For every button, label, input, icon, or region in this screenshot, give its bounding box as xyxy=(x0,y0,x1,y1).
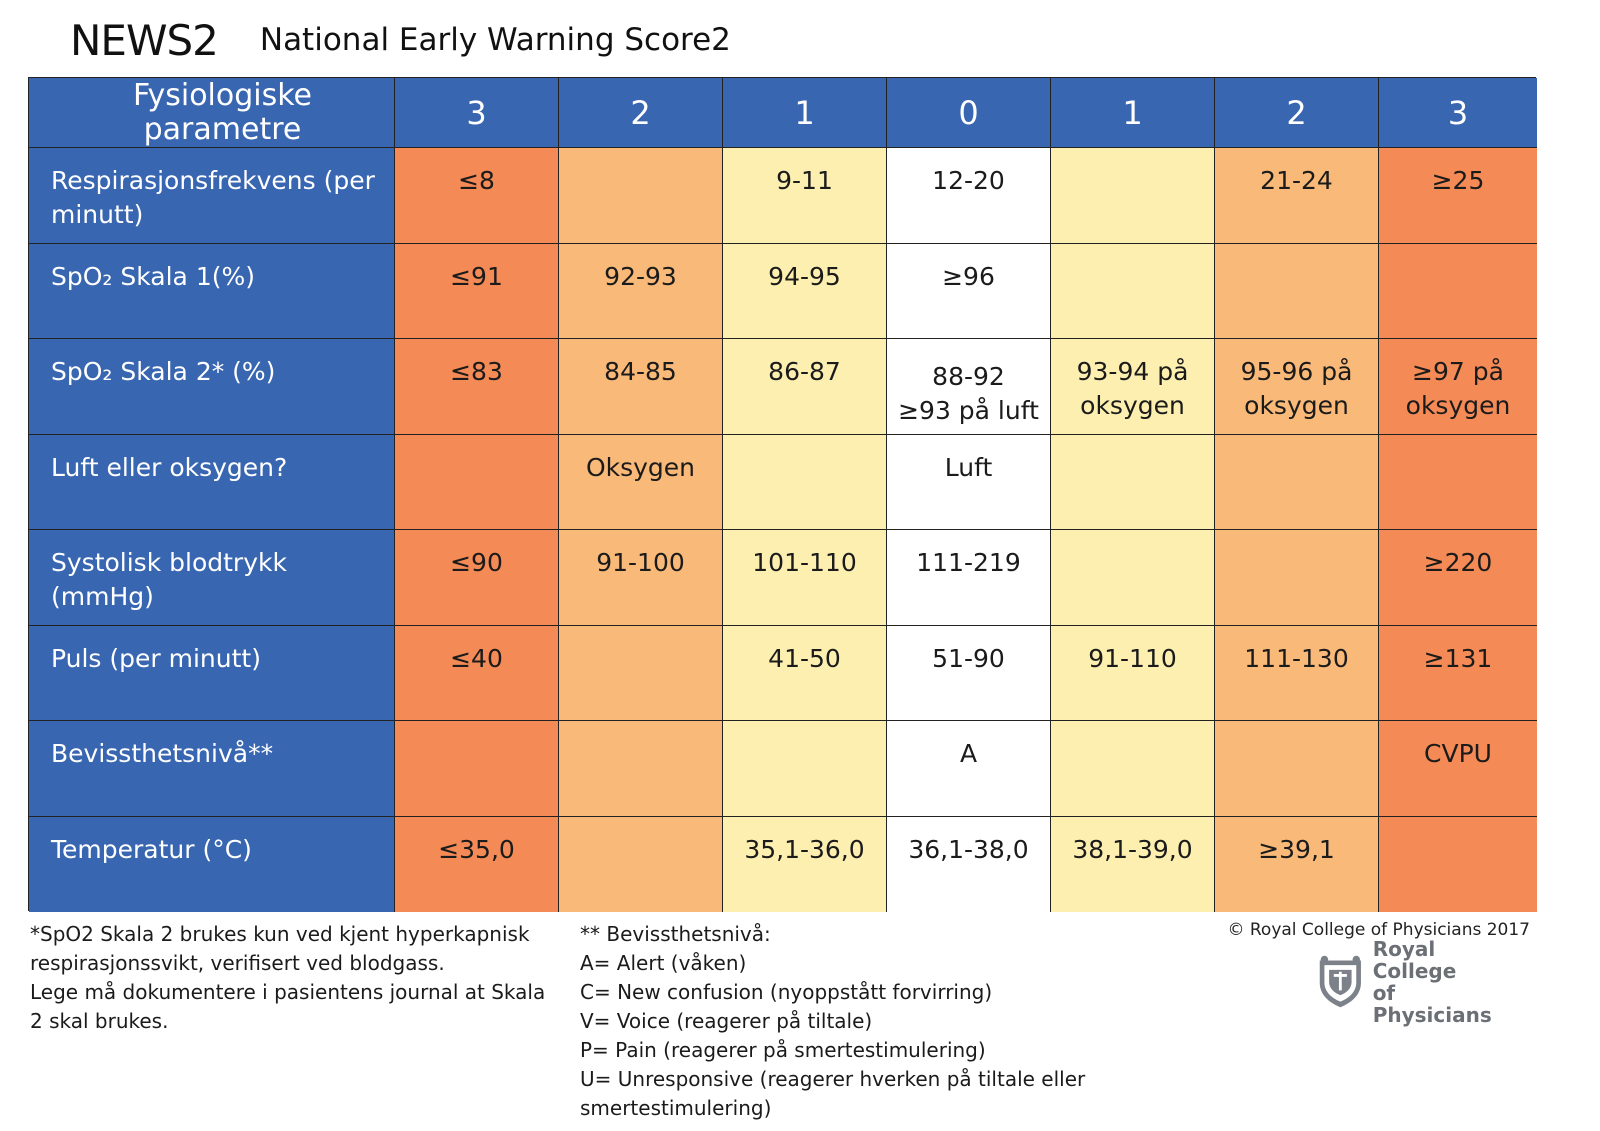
score-cell xyxy=(1215,243,1379,339)
score-cell xyxy=(723,434,887,530)
score-cell: ≥97 på oksygen xyxy=(1379,339,1537,435)
score-cell xyxy=(1379,816,1537,912)
score-cell: CVPU xyxy=(1379,721,1537,817)
parameter-label: Respirasjonsfrekvens (per minutt) xyxy=(29,148,395,244)
parameter-label: Puls (per minutt) xyxy=(29,625,395,721)
score-cell xyxy=(1215,530,1379,626)
score-cell xyxy=(559,816,723,912)
score-cell xyxy=(1051,530,1215,626)
score-cell: 92-93 xyxy=(559,243,723,339)
footnote-line: C= New confusion (nyoppstått forvirring) xyxy=(580,980,993,1004)
page-header: NEWS2 National Early Warning Score2 xyxy=(70,10,731,70)
footnote-line: P= Pain (reagerer på smertestimulering) xyxy=(580,1038,986,1062)
score-cell: 86-87 xyxy=(723,339,887,435)
score-cell: 94-95 xyxy=(723,243,887,339)
column-header-score: 3 xyxy=(395,78,559,148)
score-cell: ≤35,0 xyxy=(395,816,559,912)
score-cell: 111-130 xyxy=(1215,625,1379,721)
score-cell: 93-94 på oksygen xyxy=(1051,339,1215,435)
column-header-score: 2 xyxy=(559,78,723,148)
footnote-line: A= Alert (våken) xyxy=(580,951,747,975)
score-cell: 91-100 xyxy=(559,530,723,626)
score-cell: 12-20 xyxy=(887,148,1051,244)
column-header-score: 0 xyxy=(887,78,1051,148)
score-cell: 35,1-36,0 xyxy=(723,816,887,912)
news2-subtitle: National Early Warning Score2 xyxy=(259,22,731,58)
column-header-parameters: Fysiologiske parametre xyxy=(29,78,395,148)
score-cell: ≥96 xyxy=(887,243,1051,339)
column-header-score: 1 xyxy=(723,78,887,148)
news2-score-table: Fysiologiske parametre 3 2 1 0 1 2 3 Respirasjon… xyxy=(28,77,1537,912)
column-header-score: 2 xyxy=(1215,78,1379,148)
score-cell xyxy=(395,434,559,530)
footnote-consciousness-level: ** Bevissthetsnivå: A= Alert (våken) C= Ne… xyxy=(580,920,1280,1123)
score-cell: Luft xyxy=(887,434,1051,530)
score-cell: 88-92 ≥93 på luft xyxy=(887,339,1051,435)
score-cell: 101-110 xyxy=(723,530,887,626)
score-cell xyxy=(1379,434,1537,530)
logo-line-2: of Physicians xyxy=(1372,981,1492,1027)
score-cell: 84-85 xyxy=(559,339,723,435)
column-header-score: 1 xyxy=(1051,78,1215,148)
score-cell xyxy=(723,721,887,817)
footnote-line: Lege må dokumentere i pasientens journal… xyxy=(30,980,546,1004)
score-cell: ≤40 xyxy=(395,625,559,721)
score-cell: ≥25 xyxy=(1379,148,1537,244)
score-cell: 36,1-38,0 xyxy=(887,816,1051,912)
column-header-score: 3 xyxy=(1379,78,1537,148)
score-cell xyxy=(1051,148,1215,244)
score-cell: 21-24 xyxy=(1215,148,1379,244)
score-cell: ≤8 xyxy=(395,148,559,244)
score-cell: 111-219 xyxy=(887,530,1051,626)
score-cell xyxy=(559,625,723,721)
crest-icon xyxy=(1319,955,1361,1008)
score-cell xyxy=(559,148,723,244)
parameter-label: SpO₂ Skala 1(%) xyxy=(29,243,395,339)
score-cell: ≥39,1 xyxy=(1215,816,1379,912)
score-cell: 38,1-39,0 xyxy=(1051,816,1215,912)
footnote-line: respirasjonssvikt, verifisert ved blodga… xyxy=(30,951,445,975)
score-cell: ≥220 xyxy=(1379,530,1537,626)
score-cell xyxy=(559,721,723,817)
copyright-text: © Royal College of Physicians 2017 xyxy=(1227,920,1530,940)
footnote-line: U= Unresponsive (reagerer hverken på til… xyxy=(580,1067,1086,1120)
score-cell xyxy=(1051,243,1215,339)
footnote-line: 2 skal brukes. xyxy=(30,1009,169,1033)
score-cell: 95-96 på oksygen xyxy=(1215,339,1379,435)
rcp-logo: Royal College of Physicians xyxy=(1316,938,1516,1026)
parameter-label: Systolisk blodtrykk (mmHg) xyxy=(29,530,395,626)
score-cell xyxy=(1051,721,1215,817)
score-cell: 91-110 xyxy=(1051,625,1215,721)
score-cell xyxy=(1379,243,1537,339)
footnote-line: *SpO2 Skala 2 brukes kun ved kjent hyper… xyxy=(30,922,530,946)
score-cell xyxy=(1215,721,1379,817)
parameter-label: Bevissthetsnivå** xyxy=(29,721,395,817)
parameter-label: Temperatur (°C) xyxy=(29,816,395,912)
score-cell: ≤91 xyxy=(395,243,559,339)
score-cell: ≤83 xyxy=(395,339,559,435)
parameter-label: Luft eller oksygen? xyxy=(29,434,395,530)
score-cell: 41-50 xyxy=(723,625,887,721)
score-cell: 9-11 xyxy=(723,148,887,244)
score-cell: Oksygen xyxy=(559,434,723,530)
score-cell: ≥131 xyxy=(1379,625,1537,721)
score-cell xyxy=(1051,434,1215,530)
footnote-line: V= Voice (reagerer på tiltale) xyxy=(580,1009,873,1033)
score-cell xyxy=(1215,434,1379,530)
footnote-line: ** Bevissthetsnivå: xyxy=(580,922,771,946)
score-cell xyxy=(395,721,559,817)
logo-line-1: Royal College xyxy=(1372,937,1457,983)
news2-title: NEWS2 xyxy=(70,15,219,65)
score-cell: A xyxy=(887,721,1051,817)
parameter-label: SpO₂ Skala 2* (%) xyxy=(29,339,395,435)
footnote-spo2-scale2: *SpO2 Skala 2 brukes kun ved kjent hyper… xyxy=(30,920,550,1036)
score-cell: 51-90 xyxy=(887,625,1051,721)
score-cell: ≤90 xyxy=(395,530,559,626)
